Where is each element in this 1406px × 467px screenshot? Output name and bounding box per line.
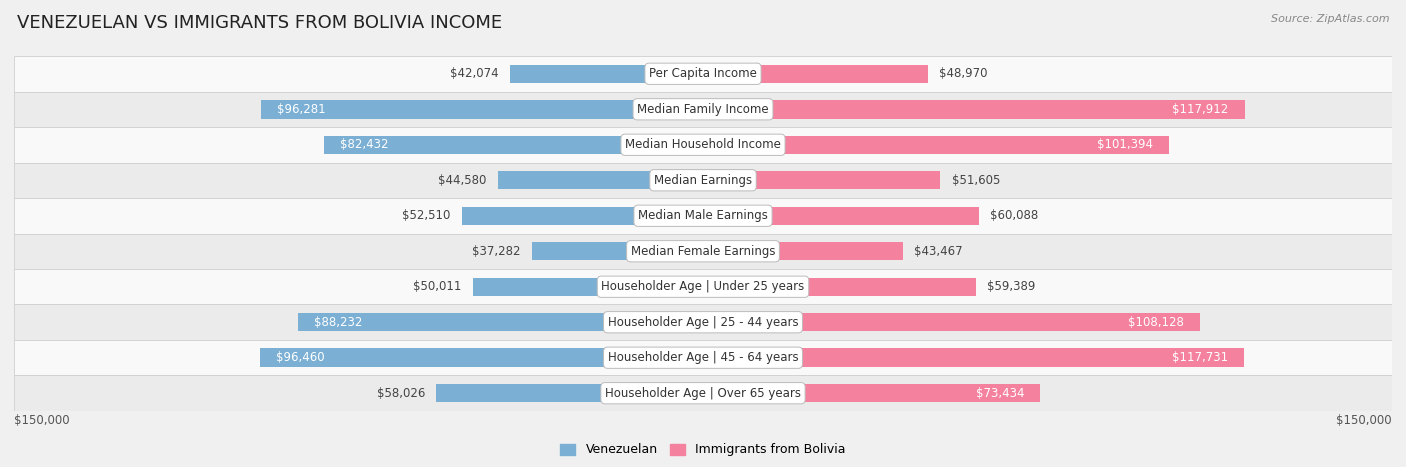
- Bar: [436, 384, 703, 403]
- Text: $42,074: $42,074: [450, 67, 498, 80]
- Text: Median Male Earnings: Median Male Earnings: [638, 209, 768, 222]
- Text: $150,000: $150,000: [14, 414, 70, 427]
- Bar: [531, 242, 703, 261]
- Text: Median Household Income: Median Household Income: [626, 138, 780, 151]
- Text: Householder Age | Under 25 years: Householder Age | Under 25 years: [602, 280, 804, 293]
- Bar: [703, 242, 903, 261]
- Text: $44,580: $44,580: [439, 174, 486, 187]
- Bar: [498, 171, 703, 190]
- Bar: [703, 100, 1244, 119]
- Text: Median Family Income: Median Family Income: [637, 103, 769, 116]
- Text: $37,282: $37,282: [472, 245, 520, 258]
- Bar: [14, 56, 1392, 92]
- Bar: [260, 348, 703, 367]
- Legend: Venezuelan, Immigrants from Bolivia: Venezuelan, Immigrants from Bolivia: [555, 439, 851, 461]
- Bar: [703, 313, 1199, 332]
- Text: $108,128: $108,128: [1128, 316, 1184, 329]
- Text: Householder Age | 45 - 64 years: Householder Age | 45 - 64 years: [607, 351, 799, 364]
- Bar: [703, 64, 928, 83]
- Bar: [14, 375, 1392, 411]
- Text: VENEZUELAN VS IMMIGRANTS FROM BOLIVIA INCOME: VENEZUELAN VS IMMIGRANTS FROM BOLIVIA IN…: [17, 14, 502, 32]
- Bar: [325, 135, 703, 154]
- Bar: [703, 348, 1244, 367]
- Text: Householder Age | Over 65 years: Householder Age | Over 65 years: [605, 387, 801, 400]
- Text: $117,912: $117,912: [1173, 103, 1229, 116]
- Bar: [14, 92, 1392, 127]
- Bar: [298, 313, 703, 332]
- Text: $96,460: $96,460: [276, 351, 325, 364]
- Text: $82,432: $82,432: [340, 138, 389, 151]
- Bar: [14, 198, 1392, 234]
- Text: Per Capita Income: Per Capita Income: [650, 67, 756, 80]
- Text: $52,510: $52,510: [402, 209, 450, 222]
- Text: $60,088: $60,088: [990, 209, 1039, 222]
- Text: Source: ZipAtlas.com: Source: ZipAtlas.com: [1271, 14, 1389, 24]
- Text: $150,000: $150,000: [1336, 414, 1392, 427]
- Text: $73,434: $73,434: [976, 387, 1024, 400]
- Bar: [510, 64, 703, 83]
- Text: $59,389: $59,389: [987, 280, 1036, 293]
- Text: $88,232: $88,232: [314, 316, 363, 329]
- Bar: [703, 135, 1168, 154]
- Text: $50,011: $50,011: [413, 280, 461, 293]
- Bar: [703, 277, 976, 296]
- Text: Median Earnings: Median Earnings: [654, 174, 752, 187]
- Text: $51,605: $51,605: [952, 174, 1000, 187]
- Bar: [14, 340, 1392, 375]
- Bar: [474, 277, 703, 296]
- Text: $96,281: $96,281: [277, 103, 325, 116]
- Bar: [14, 269, 1392, 304]
- Text: $101,394: $101,394: [1097, 138, 1153, 151]
- Bar: [14, 304, 1392, 340]
- Bar: [461, 206, 703, 225]
- Text: $48,970: $48,970: [939, 67, 988, 80]
- Bar: [703, 384, 1040, 403]
- Text: $43,467: $43,467: [914, 245, 963, 258]
- Text: $58,026: $58,026: [377, 387, 425, 400]
- Text: Median Female Earnings: Median Female Earnings: [631, 245, 775, 258]
- Text: $117,731: $117,731: [1171, 351, 1227, 364]
- Text: Householder Age | 25 - 44 years: Householder Age | 25 - 44 years: [607, 316, 799, 329]
- Bar: [14, 127, 1392, 163]
- Bar: [14, 163, 1392, 198]
- Bar: [14, 234, 1392, 269]
- Bar: [703, 206, 979, 225]
- Bar: [260, 100, 703, 119]
- Bar: [703, 171, 941, 190]
